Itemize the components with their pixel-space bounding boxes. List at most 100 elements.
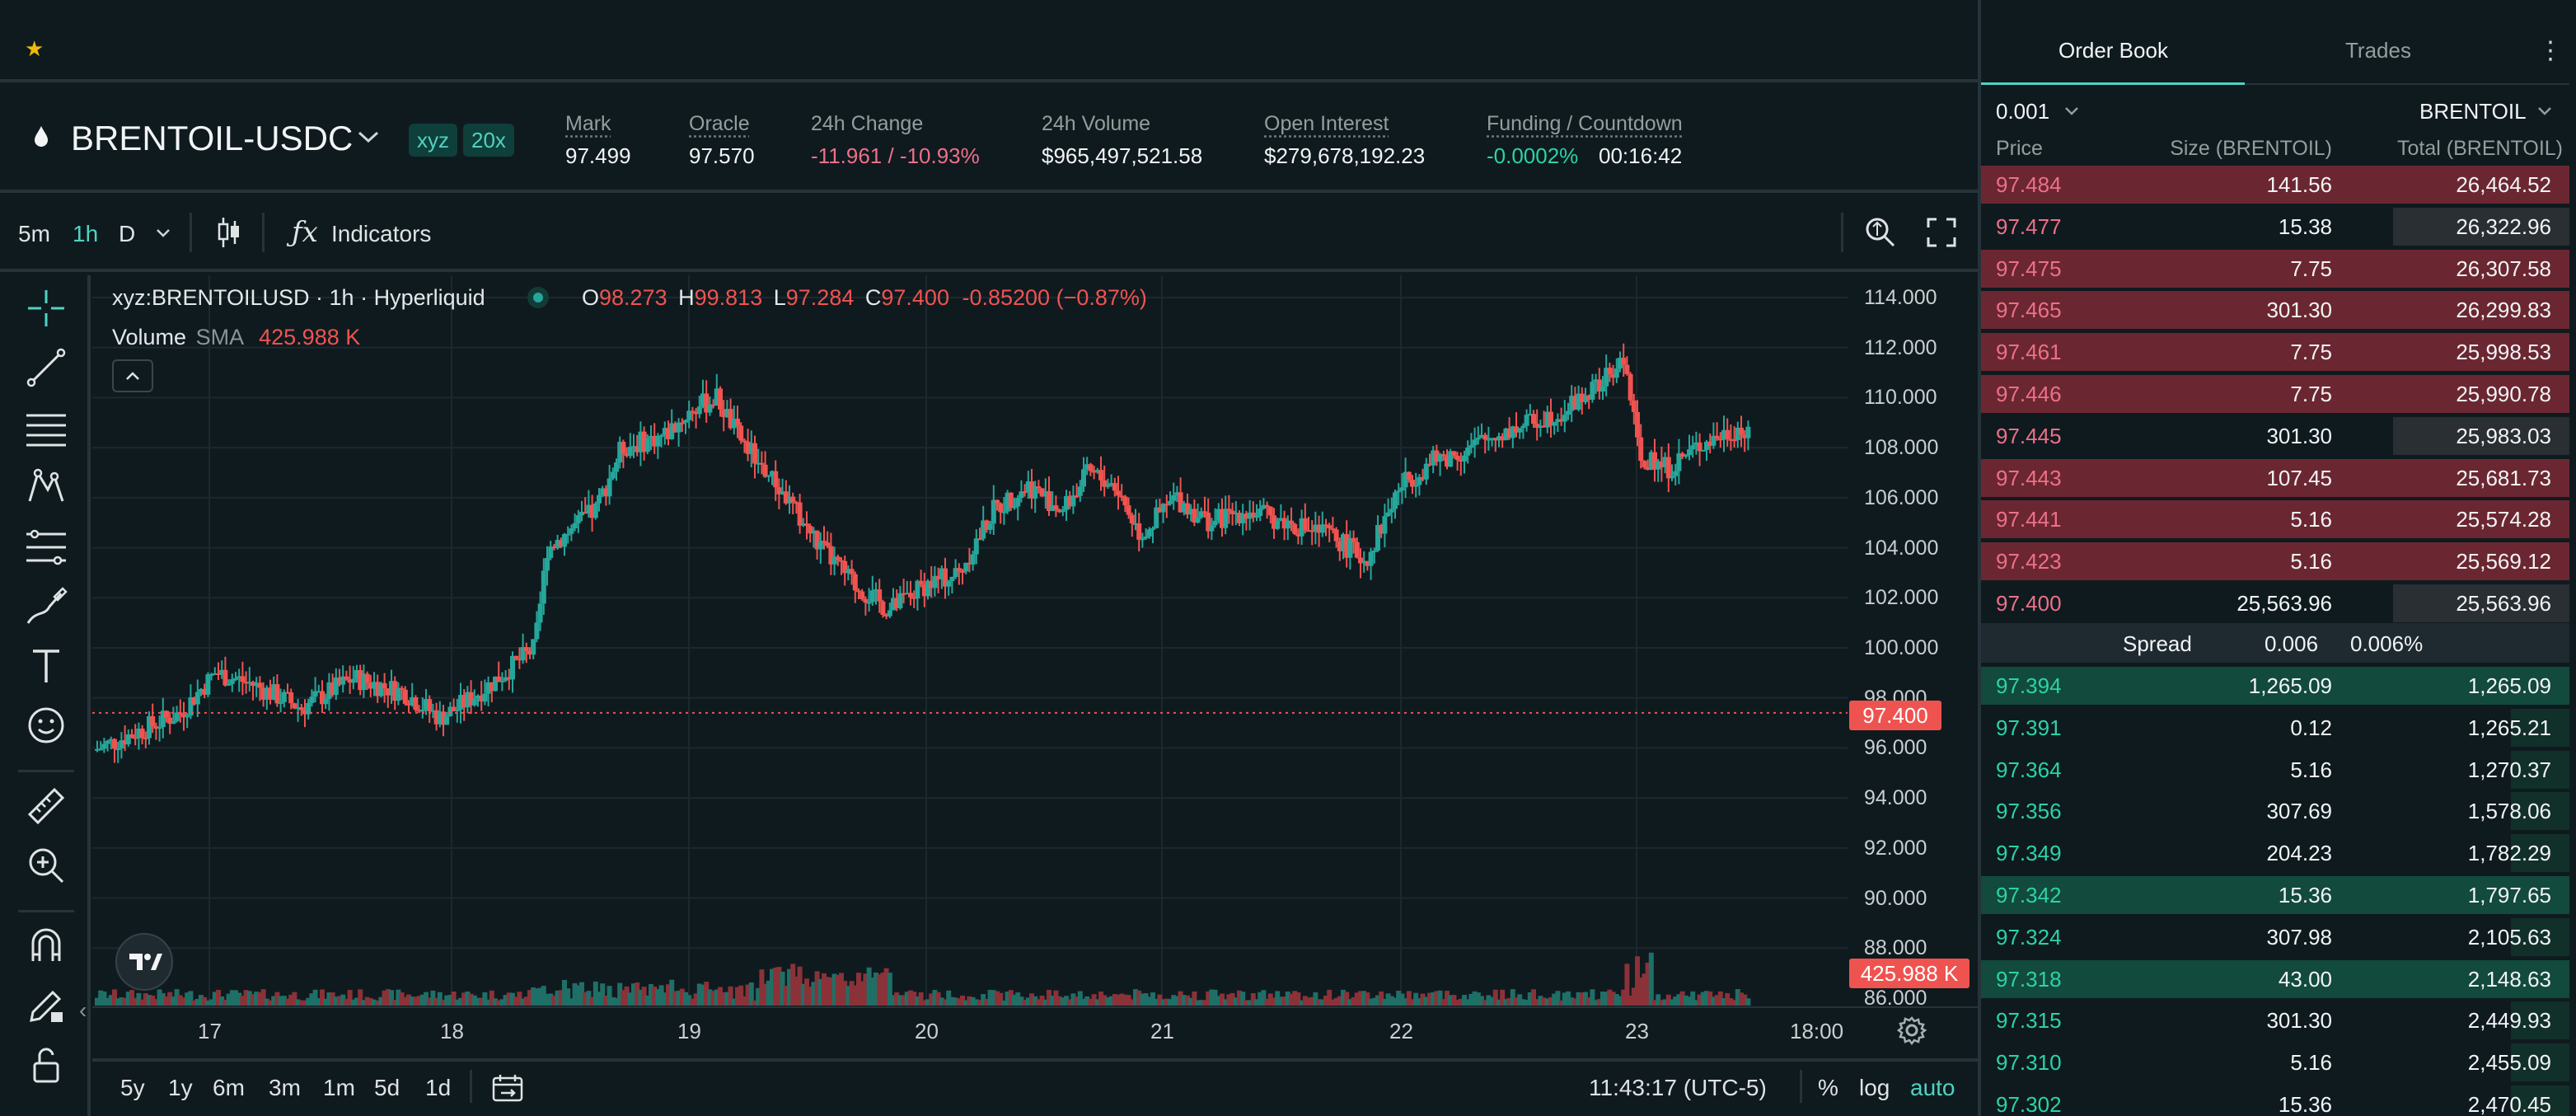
candle-body	[825, 542, 831, 546]
chevron-down-icon[interactable]	[155, 227, 171, 239]
bid-row[interactable]: 97.356 307.69 1,578.06	[1981, 791, 2569, 831]
unit-select[interactable]: BRENTOIL	[2419, 99, 2527, 124]
candle-body	[1084, 464, 1090, 470]
ask-row[interactable]: 97.461 7.75 25,998.53	[1981, 332, 2569, 372]
tab-order-book[interactable]: Order Book	[2058, 38, 2168, 63]
range-1y[interactable]: 1y	[168, 1075, 193, 1100]
ask-row[interactable]: 97.446 7.75 25,990.78	[1981, 374, 2569, 414]
volume-bar	[1375, 995, 1380, 1006]
candle-body	[233, 678, 238, 680]
candle-body	[1174, 492, 1180, 495]
ask-row[interactable]: 97.423 5.16 25,569.12	[1981, 542, 2569, 581]
volume-bar	[125, 992, 131, 1006]
ask-row[interactable]: 97.400 25,563.96 25,563.96	[1981, 584, 2569, 623]
candle-body	[1223, 509, 1229, 528]
volume-bar	[1652, 1000, 1657, 1006]
function-icon[interactable]: ƒx	[292, 216, 318, 249]
timeframe-1h[interactable]: 1h	[73, 221, 99, 246]
bid-row[interactable]: 97.315 301.30 2,449.93	[1981, 1001, 2569, 1040]
zoom-in-icon[interactable]	[25, 844, 68, 887]
candle-body	[375, 682, 381, 696]
order-size: 15.36	[2278, 1092, 2332, 1116]
ask-row[interactable]: 97.441 5.16 25,574.28	[1981, 499, 2569, 539]
auto-scale-toggle[interactable]: auto	[1910, 1075, 1955, 1100]
bid-row[interactable]: 97.310 5.16 2,455.09	[1981, 1043, 2569, 1082]
ask-row[interactable]: 97.443 107.45 25,681.73	[1981, 458, 2569, 498]
pair-name[interactable]: BRENTOIL-USDC	[71, 119, 354, 157]
fullscreen-icon[interactable]	[1927, 218, 1956, 247]
candle-style-icon[interactable]	[216, 216, 242, 249]
more-options-icon[interactable]: ⋮	[2538, 37, 2563, 64]
collapse-legend-button[interactable]	[112, 359, 153, 392]
gear-icon[interactable]	[1897, 1015, 1927, 1045]
star-icon[interactable]: ★	[25, 36, 44, 61]
candle-body	[419, 709, 425, 712]
order-total: 25,990.78	[2456, 382, 2551, 406]
range-6m[interactable]: 6m	[213, 1075, 245, 1100]
calendar-range-icon[interactable]	[491, 1073, 524, 1103]
log-scale-toggle[interactable]: log	[1859, 1075, 1890, 1100]
collapse-toolbar-icon[interactable]: ‹	[79, 997, 87, 1023]
bid-row[interactable]: 97.394 1,265.09 1,265.09	[1981, 666, 2569, 706]
candle-body	[1707, 441, 1713, 446]
indicators-button[interactable]: Indicators	[331, 221, 432, 246]
percent-scale-toggle[interactable]: %	[1818, 1075, 1838, 1100]
ask-row[interactable]: 97.484 141.56 26,464.52	[1981, 165, 2569, 204]
volume-bar	[935, 992, 941, 1006]
ruler-icon[interactable]	[25, 785, 68, 828]
tick-size-select[interactable]: 0.001	[1996, 99, 2050, 124]
volume-bar	[1496, 999, 1501, 1006]
depth-bar	[2510, 750, 2569, 789]
volume-bar	[897, 995, 903, 1006]
order-total: 1,782.29	[2467, 841, 2551, 866]
timeframe-5m[interactable]: 5m	[18, 221, 50, 246]
lock-icon[interactable]	[25, 1043, 68, 1086]
timeframe-d[interactable]: D	[119, 221, 136, 246]
range-1d[interactable]: 1d	[425, 1075, 452, 1100]
ask-row[interactable]: 97.445 301.30 25,983.03	[1981, 416, 2569, 456]
chevron-down-icon[interactable]	[356, 129, 381, 145]
tradingview-logo-icon[interactable]	[115, 933, 173, 991]
bid-row[interactable]: 97.318 43.00 2,148.63	[1981, 959, 2569, 999]
range-1m[interactable]: 1m	[323, 1075, 355, 1100]
price-chart[interactable]	[92, 275, 1978, 1058]
bid-row[interactable]: 97.342 15.36 1,797.65	[1981, 875, 2569, 915]
bid-row[interactable]: 97.324 307.98 2,105.63	[1981, 917, 2569, 957]
bid-row[interactable]: 97.302 15.36 2,470.45	[1981, 1085, 2569, 1116]
candle-body	[389, 681, 394, 696]
pencil-lock-icon[interactable]	[25, 984, 68, 1027]
bid-row[interactable]: 97.364 5.16 1,270.37	[1981, 750, 2569, 790]
candle-body	[998, 503, 1004, 513]
chevron-down-icon[interactable]	[2063, 106, 2080, 117]
range-5d[interactable]: 5d	[374, 1075, 400, 1100]
volume-bar	[984, 998, 990, 1006]
range-3m[interactable]: 3m	[269, 1075, 301, 1100]
magnet-icon[interactable]	[25, 925, 68, 968]
candle-body	[1302, 518, 1308, 531]
chevron-down-icon[interactable]	[2536, 106, 2553, 117]
crosshair-icon[interactable]	[25, 287, 68, 330]
brush-icon[interactable]	[25, 585, 68, 628]
bid-row[interactable]: 97.349 204.23 1,782.29	[1981, 833, 2569, 873]
ask-row[interactable]: 97.465 301.30 26,299.83	[1981, 290, 2569, 330]
chart-bottom-bar	[92, 1058, 1978, 1116]
horizontal-lines-icon[interactable]	[25, 407, 68, 450]
order-price: 97.445	[1996, 423, 2062, 448]
trend-line-icon[interactable]	[25, 346, 68, 389]
bid-row[interactable]: 97.391 0.12 1,265.21	[1981, 708, 2569, 748]
range-5y[interactable]: 5y	[120, 1075, 145, 1100]
volume-bar	[534, 988, 540, 1006]
zoom-search-icon[interactable]	[1864, 216, 1897, 249]
clock[interactable]: 11:43:17 (UTC-5)	[1589, 1075, 1767, 1100]
pattern-icon[interactable]	[25, 465, 68, 508]
emoji-icon[interactable]	[25, 704, 68, 747]
ask-row[interactable]: 97.477 15.38 26,322.96	[1981, 207, 2569, 246]
fib-icon[interactable]	[25, 526, 68, 569]
candle-body	[808, 526, 813, 534]
tab-trades[interactable]: Trades	[2345, 38, 2411, 63]
text-icon[interactable]	[25, 645, 68, 687]
ask-row[interactable]: 97.475 7.75 26,307.58	[1981, 249, 2569, 288]
volume-bar	[649, 984, 653, 1006]
volume-bar	[1423, 996, 1429, 1006]
candle-body	[714, 388, 719, 406]
